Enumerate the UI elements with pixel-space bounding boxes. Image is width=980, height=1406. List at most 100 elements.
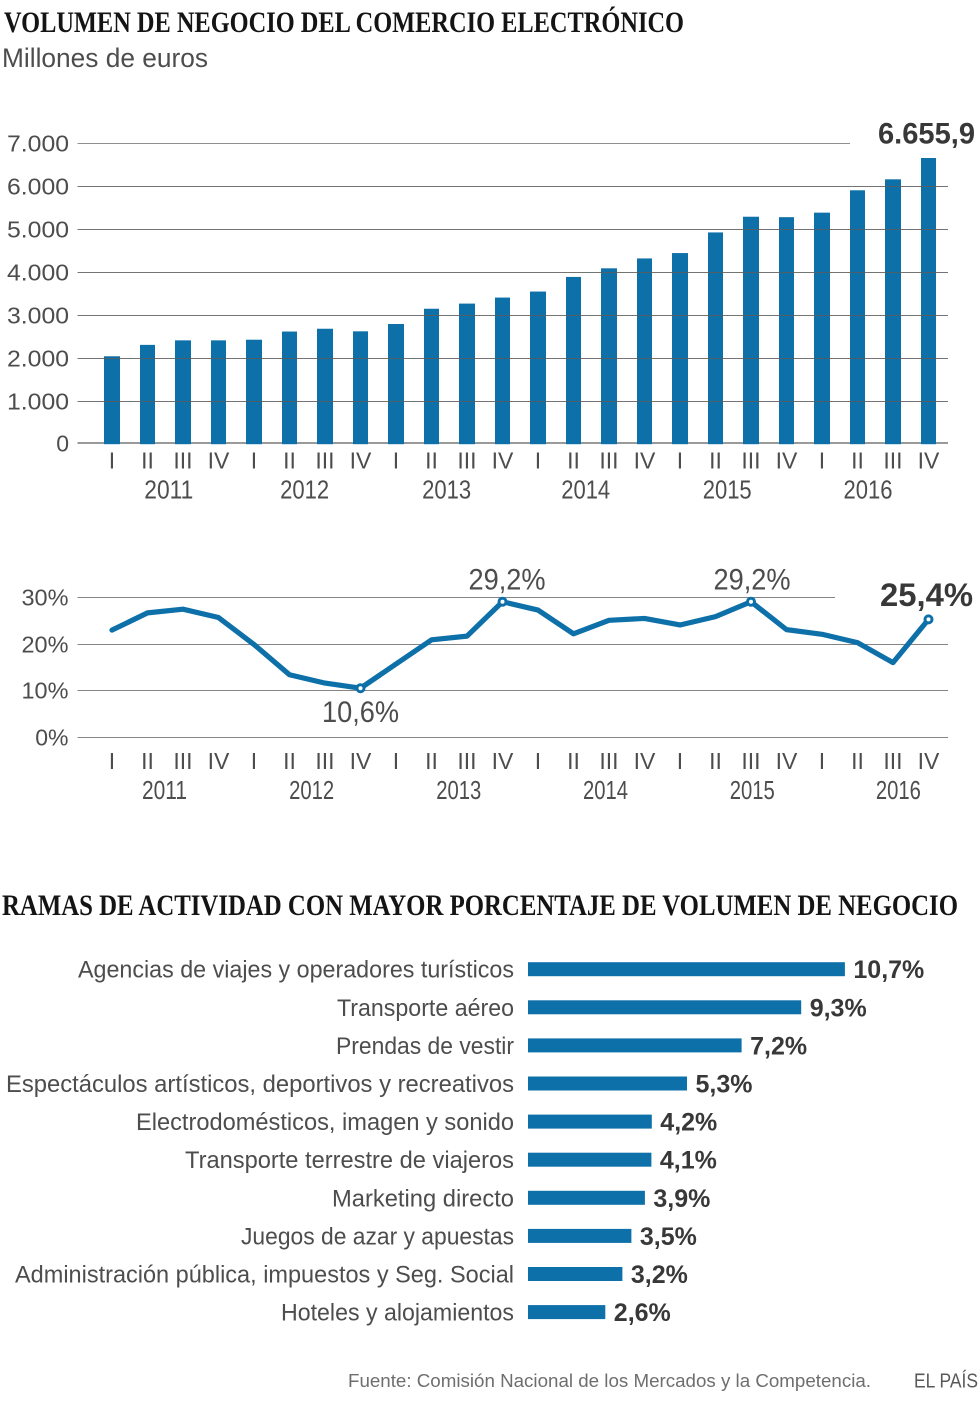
svg-text:29,2%: 29,2% [469,564,546,597]
svg-text:III: III [883,748,902,774]
svg-text:III: III [315,448,334,474]
svg-text:Prendas de vestir: Prendas de vestir [336,1033,514,1060]
svg-text:2011: 2011 [142,775,187,805]
svg-text:IV: IV [350,748,372,774]
svg-text:II: II [851,448,864,474]
svg-text:III: III [315,748,334,774]
svg-text:VOLUMEN DE NEGOCIO DEL COMERCI: VOLUMEN DE NEGOCIO DEL COMERCIO ELECTRÓN… [4,6,684,39]
svg-text:2012: 2012 [280,475,329,505]
svg-text:3,5%: 3,5% [640,1223,697,1251]
svg-text:6.000: 6.000 [7,174,69,200]
svg-text:2014: 2014 [561,475,610,505]
svg-text:III: III [457,748,476,774]
svg-text:II: II [425,748,438,774]
svg-text:I: I [109,448,115,474]
svg-text:I: I [109,748,115,774]
svg-text:2016: 2016 [844,475,893,505]
svg-text:30%: 30% [22,585,69,611]
svg-text:2013: 2013 [436,775,481,805]
svg-text:7.000: 7.000 [7,131,69,157]
svg-text:3,9%: 3,9% [653,1185,710,1213]
svg-text:III: III [173,448,192,474]
svg-text:I: I [677,748,683,774]
svg-text:2013: 2013 [422,475,471,505]
svg-text:III: III [599,748,618,774]
svg-text:2016: 2016 [876,775,921,805]
svg-text:I: I [535,748,541,774]
svg-text:4.000: 4.000 [7,260,69,286]
svg-text:2014: 2014 [583,775,628,805]
svg-text:EL PAÍS: EL PAÍS [914,1370,978,1393]
svg-text:10%: 10% [22,678,69,704]
svg-text:Transporte terrestre de viajer: Transporte terrestre de viajeros [185,1147,514,1174]
svg-text:2011: 2011 [144,475,193,505]
svg-text:2012: 2012 [289,775,334,805]
svg-text:Marketing directo: Marketing directo [332,1185,514,1212]
svg-text:I: I [535,448,541,474]
svg-text:RAMAS DE ACTIVIDAD CON MAYOR P: RAMAS DE ACTIVIDAD CON MAYOR PORCENTAJE … [2,889,958,922]
svg-text:Agencias de viajes y operadore: Agencias de viajes y operadores turístic… [78,957,514,984]
svg-text:II: II [567,748,580,774]
svg-text:I: I [393,748,399,774]
svg-text:II: II [283,748,296,774]
svg-text:Millones de euros: Millones de euros [2,43,208,73]
svg-text:6.655,9: 6.655,9 [878,118,975,151]
svg-text:4,2%: 4,2% [660,1109,717,1137]
svg-text:Electrodomésticos, imagen y so: Electrodomésticos, imagen y sonido [136,1109,514,1136]
svg-text:IV: IV [634,448,656,474]
svg-text:IV: IV [208,748,230,774]
svg-text:I: I [819,448,825,474]
svg-text:II: II [141,748,154,774]
svg-text:Hoteles y alojamientos: Hoteles y alojamientos [281,1300,514,1327]
svg-text:Espectáculos artísticos, depor: Espectáculos artísticos, deportivos y re… [6,1071,514,1098]
svg-text:Juegos de azar y apuestas: Juegos de azar y apuestas [241,1223,514,1250]
svg-text:I: I [819,748,825,774]
svg-text:I: I [677,448,683,474]
svg-text:29,2%: 29,2% [714,564,791,597]
svg-text:IV: IV [492,448,514,474]
svg-text:III: III [883,448,902,474]
svg-text:II: II [425,448,438,474]
svg-text:Fuente: Comisión Nacional de l: Fuente: Comisión Nacional de los Mercado… [348,1370,871,1391]
svg-text:IV: IV [776,448,798,474]
svg-text:2.000: 2.000 [7,346,69,372]
svg-text:IV: IV [918,748,940,774]
svg-text:0%: 0% [35,725,68,751]
svg-text:II: II [283,448,296,474]
svg-text:3,2%: 3,2% [631,1261,688,1289]
svg-text:10,7%: 10,7% [853,956,924,984]
svg-text:2,6%: 2,6% [614,1299,671,1327]
svg-text:II: II [851,748,864,774]
svg-text:2015: 2015 [703,475,752,505]
svg-text:IV: IV [634,748,656,774]
svg-text:I: I [251,748,257,774]
svg-text:0: 0 [56,431,69,457]
svg-text:10,6%: 10,6% [322,696,399,729]
svg-text:5,3%: 5,3% [696,1071,753,1099]
svg-text:III: III [599,448,618,474]
svg-text:IV: IV [918,448,940,474]
svg-text:25,4%: 25,4% [880,577,973,613]
svg-text:IV: IV [776,748,798,774]
svg-text:III: III [457,448,476,474]
svg-text:III: III [741,748,760,774]
svg-text:II: II [709,448,722,474]
svg-text:2015: 2015 [730,775,775,805]
svg-text:IV: IV [350,448,372,474]
svg-text:III: III [173,748,192,774]
svg-text:II: II [709,748,722,774]
svg-text:IV: IV [492,748,514,774]
svg-text:II: II [567,448,580,474]
svg-text:I: I [393,448,399,474]
svg-text:7,2%: 7,2% [750,1032,807,1060]
svg-text:9,3%: 9,3% [810,994,867,1022]
svg-text:II: II [141,448,154,474]
svg-text:III: III [741,448,760,474]
svg-text:1.000: 1.000 [7,389,69,415]
svg-text:IV: IV [208,448,230,474]
svg-text:3.000: 3.000 [7,303,69,329]
svg-text:20%: 20% [22,632,69,658]
svg-text:Administración pública, impues: Administración pública, impuestos y Seg.… [15,1262,514,1289]
svg-text:Transporte aéreo: Transporte aéreo [337,995,514,1022]
svg-text:I: I [251,448,257,474]
